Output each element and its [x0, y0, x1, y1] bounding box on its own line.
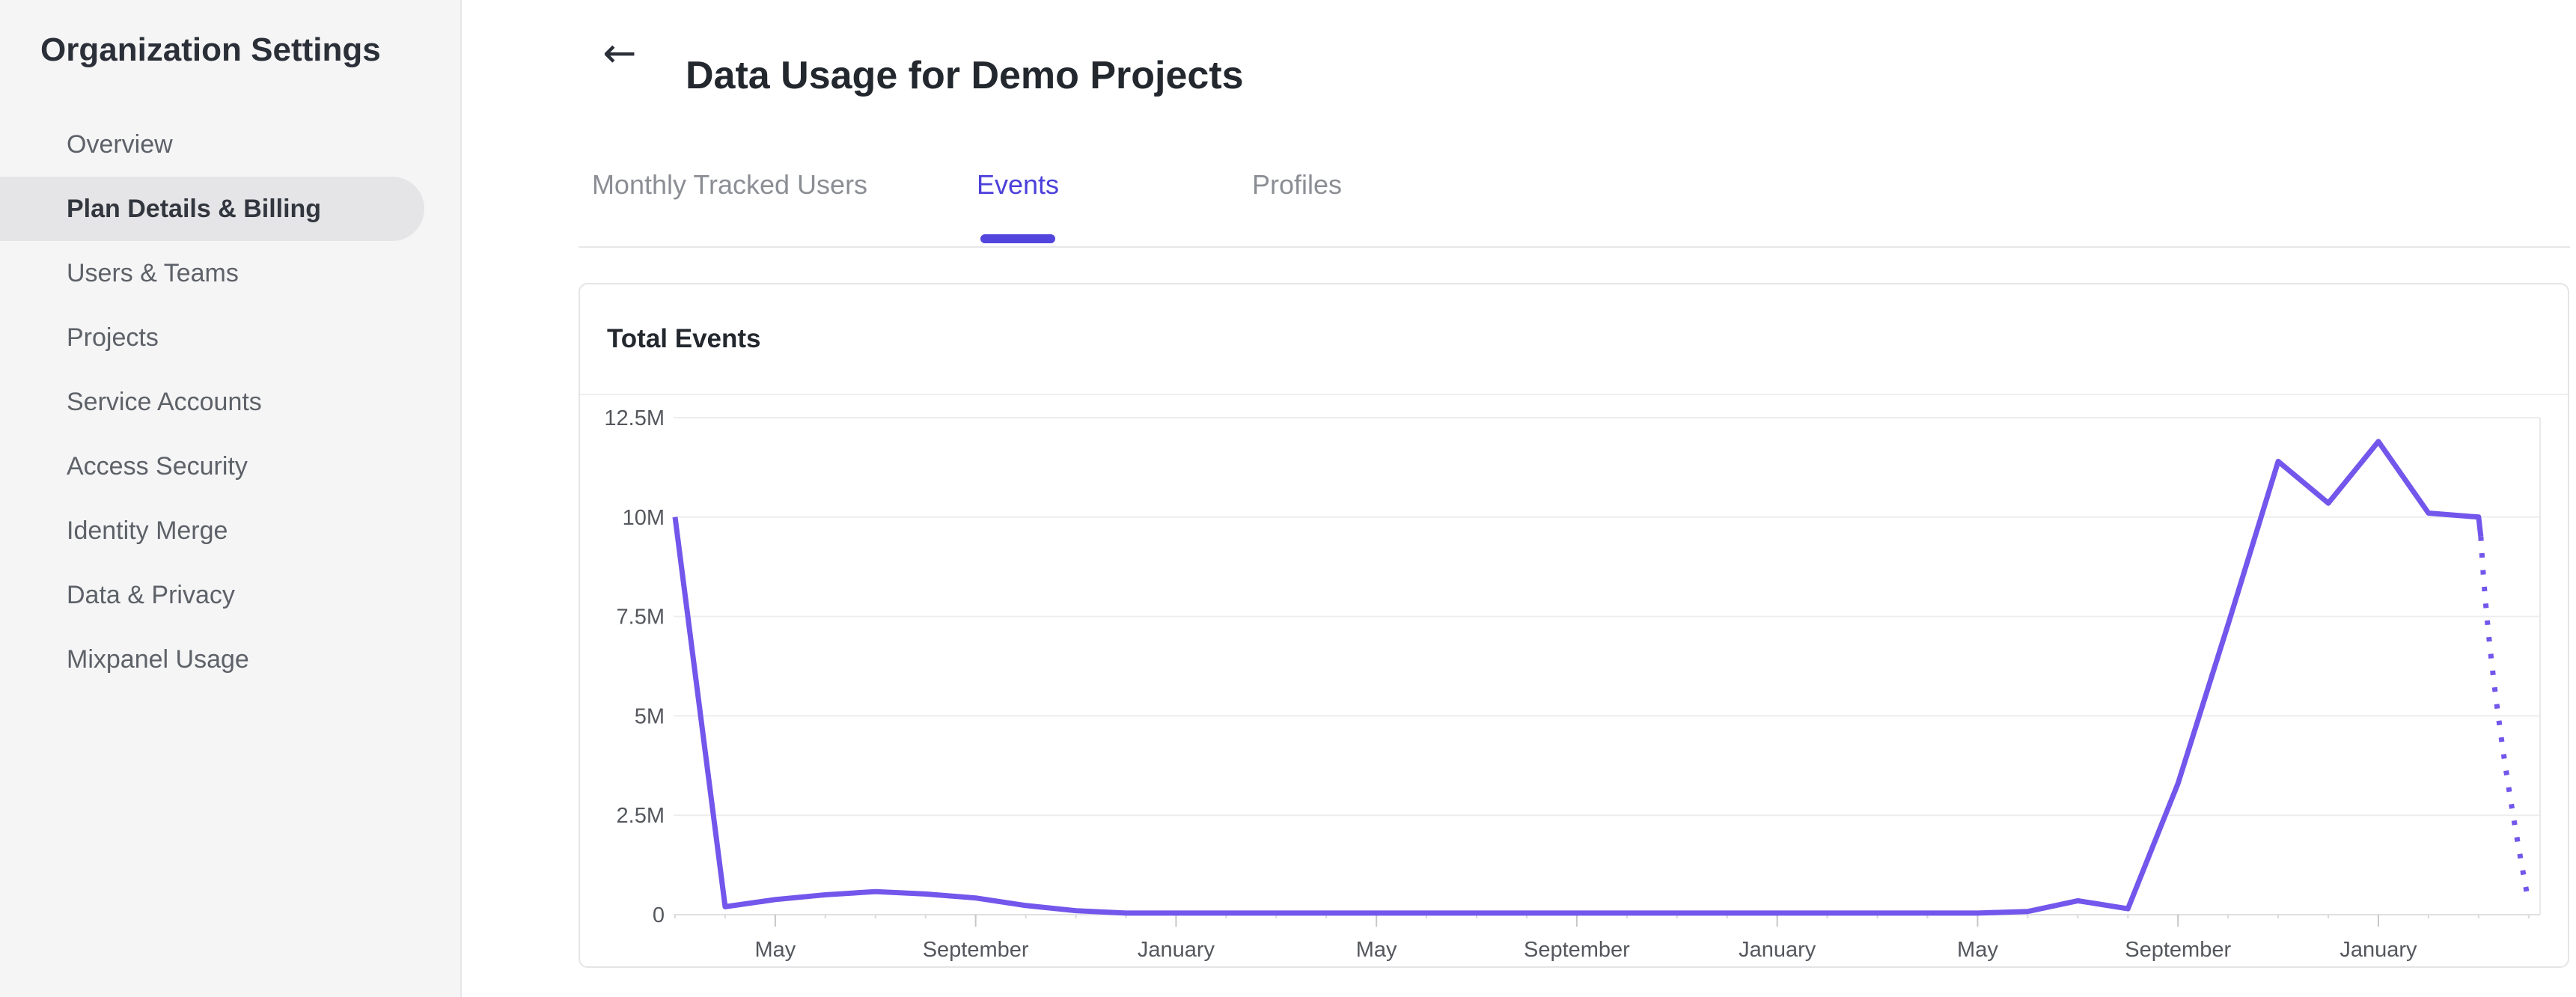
sidebar-item-label: Overview: [67, 129, 173, 159]
x-axis-tick-label: January: [1138, 938, 1215, 962]
y-axis-tick-label: 0: [653, 903, 665, 927]
active-tab-underline: [980, 234, 1055, 243]
tab-monthly-tracked-users[interactable]: Monthly Tracked Users: [591, 169, 868, 200]
card-header: Total Events: [580, 284, 2568, 395]
sidebar-title: Organization Settings: [40, 31, 381, 68]
sidebar-item-access-security[interactable]: Access Security: [0, 434, 424, 498]
x-axis-tick-label: January: [2340, 938, 2417, 962]
x-axis-tick-label: September: [2125, 938, 2231, 962]
x-axis-tick-label: May: [1957, 938, 1998, 962]
sidebar-item-mixpanel-usage[interactable]: Mixpanel Usage: [0, 627, 424, 692]
sidebar-item-label: Mixpanel Usage: [67, 644, 249, 674]
x-axis-tick-label: January: [1739, 938, 1816, 962]
card-title: Total Events: [607, 324, 761, 353]
sidebar-item-label: Data & Privacy: [67, 580, 235, 609]
y-axis-tick-label: 10M: [623, 506, 665, 530]
total-events-card: Total Events 0 2.5M 5M 7.5M 10M 12.5M May Septe…: [579, 283, 2569, 968]
sidebar-item-users-teams[interactable]: Users & Teams: [0, 241, 424, 305]
sidebar-item-label: Identity Merge: [67, 516, 228, 545]
sidebar-item-identity-merge[interactable]: Identity Merge: [0, 498, 424, 563]
chart-line[interactable]: [672, 439, 2484, 916]
sidebar-item-label: Access Security: [67, 451, 248, 481]
x-axis-tick-label: September: [923, 938, 1029, 962]
y-axis-tick-label: 7.5M: [617, 606, 665, 629]
sidebar-item-label: Service Accounts: [67, 387, 262, 416]
sidebar-nav: Overview Plan Details & Billing Users & Te…: [0, 112, 460, 692]
y-axis-tick-label: 12.5M: [604, 406, 665, 430]
x-axis-tick-label: May: [1356, 938, 1397, 962]
sidebar-item-overview[interactable]: Overview: [0, 112, 424, 177]
sidebar-item-plan-details-billing[interactable]: Plan Details & Billing: [0, 177, 424, 241]
tabs-divider: [579, 246, 2570, 248]
sidebar-item-label: Plan Details & Billing: [67, 194, 322, 223]
back-button[interactable]: ←: [593, 28, 647, 76]
tab-profiles[interactable]: Profiles: [1251, 169, 1343, 200]
tab-events[interactable]: Events: [976, 169, 1060, 200]
page-title: Data Usage for Demo Projects: [686, 53, 1244, 97]
x-axis-tick-label: May: [754, 938, 796, 962]
y-axis-tick-label: 2.5M: [617, 804, 665, 828]
sidebar-item-label: Users & Teams: [67, 258, 239, 287]
back-arrow-icon: ←: [602, 28, 637, 76]
sidebar: Organization Settings Overview Plan Detai…: [0, 0, 462, 997]
sidebar-item-data-privacy[interactable]: Data & Privacy: [0, 563, 424, 627]
y-axis-tick-label: 5M: [635, 704, 665, 728]
sidebar-item-label: Projects: [67, 323, 159, 352]
total-events-chart: 0 2.5M 5M 7.5M 10M 12.5M May September January Ma…: [604, 406, 2541, 962]
chart-line-dotted-segment: [2478, 536, 2532, 903]
x-axis-tick-label: September: [1524, 938, 1630, 962]
sidebar-item-service-accounts[interactable]: Service Accounts: [0, 370, 424, 434]
sidebar-item-projects[interactable]: Projects: [0, 305, 424, 370]
